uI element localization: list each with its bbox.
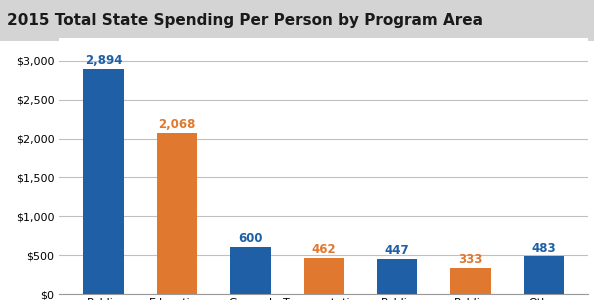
- Bar: [377, 259, 417, 294]
- Text: 333: 333: [459, 253, 483, 266]
- Bar: [157, 133, 197, 294]
- Text: 2015 Total State Spending Per Person by Program Area: 2015 Total State Spending Per Person by …: [7, 13, 483, 28]
- Bar: [83, 69, 124, 294]
- Bar: [524, 256, 564, 294]
- Text: 600: 600: [238, 232, 263, 245]
- Text: 462: 462: [311, 243, 336, 256]
- Bar: [304, 258, 344, 294]
- Bar: [230, 248, 270, 294]
- Bar: [450, 268, 491, 294]
- Text: 447: 447: [385, 244, 409, 257]
- Text: 2,894: 2,894: [85, 54, 122, 67]
- Text: 2,068: 2,068: [158, 118, 195, 131]
- Text: 483: 483: [532, 242, 556, 254]
